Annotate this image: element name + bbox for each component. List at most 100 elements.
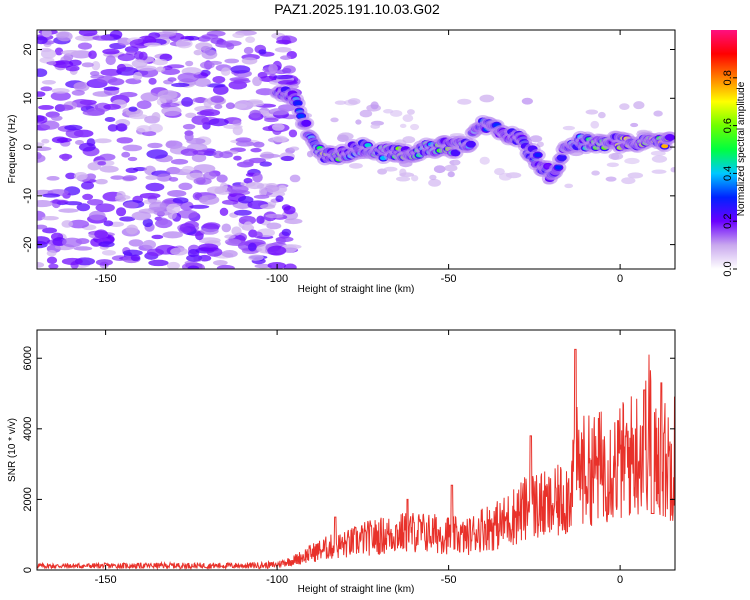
heatmap-cell <box>50 115 63 121</box>
heatmap-cell <box>554 165 562 170</box>
heatmap-cell <box>259 153 281 158</box>
heatmap-cell <box>78 30 98 37</box>
heatmap-cell <box>598 111 606 119</box>
heatmap-cell <box>95 259 113 266</box>
heatmap-cell <box>231 226 242 236</box>
heatmap-cell <box>185 60 194 67</box>
heatmap-cell <box>46 256 58 264</box>
heatmap-cell <box>355 119 362 125</box>
heatmap-cell <box>54 47 64 56</box>
heatmap-cell <box>61 153 70 162</box>
heatmap-cell <box>47 61 57 66</box>
heatmap-cell <box>157 89 178 100</box>
heatmap-cell <box>186 137 206 145</box>
heatmap-cell <box>402 114 414 123</box>
heatmap-cell <box>180 201 194 211</box>
heatmap-cell <box>50 91 71 101</box>
heatmap-cell <box>281 204 291 211</box>
heatmap-cell <box>219 182 228 192</box>
y-tick-label: 2000 <box>22 487 34 511</box>
heatmap-cell <box>410 123 420 131</box>
heatmap-cell <box>133 71 143 81</box>
y-tick-label: -10 <box>22 188 34 204</box>
heatmap-cell <box>161 68 181 75</box>
heatmap-cell <box>347 98 361 105</box>
heatmap-cell <box>661 143 669 149</box>
heatmap-cell <box>148 123 163 133</box>
heatmap-cell <box>99 165 119 173</box>
heatmap-cell <box>235 140 255 147</box>
heatmap-cell <box>202 222 221 230</box>
heatmap-cell <box>294 101 302 106</box>
snr-y-ticks: 0 2000 4000 6000 <box>22 346 675 573</box>
heatmap-cell <box>179 222 196 233</box>
heatmap-cell <box>184 35 200 41</box>
heatmap-cell <box>330 117 339 123</box>
heatmap-cell <box>230 65 251 74</box>
spectrogram-x-axis-label: Height of straight line (km) <box>298 284 415 295</box>
heatmap-cell <box>271 123 285 131</box>
heatmap-cell <box>223 124 243 129</box>
heatmap-cell <box>181 165 195 173</box>
heatmap-cell <box>157 217 169 226</box>
heatmap-cell <box>96 75 118 84</box>
heatmap-cell <box>123 201 139 209</box>
heatmap-cell <box>457 98 472 105</box>
heatmap-cell <box>264 117 279 123</box>
heatmap-cell <box>167 190 187 197</box>
heatmap-cell <box>275 69 288 75</box>
heatmap-cell <box>266 222 282 230</box>
heatmap-cell <box>75 35 96 42</box>
heatmap-cell <box>131 59 148 68</box>
snr-panel: -150 -100 -50 0 0 2000 4000 6000 Height of str… <box>7 329 676 595</box>
heatmap-cell <box>77 42 93 50</box>
heatmap-cell <box>73 82 87 90</box>
heatmap-cell <box>253 231 263 239</box>
heatmap-cell <box>194 77 211 88</box>
heatmap-cell <box>238 215 257 225</box>
heatmap-cell <box>268 108 289 116</box>
heatmap-cell <box>383 166 398 172</box>
heatmap-cell <box>125 167 139 174</box>
heatmap-cell <box>399 168 407 177</box>
y-tick-label: 0 <box>22 144 34 150</box>
heatmap-cell <box>279 55 292 60</box>
heatmap-cell <box>37 91 46 97</box>
heatmap-cell <box>198 194 220 205</box>
colorbar-label: Normalized spectral amplitude <box>736 81 747 216</box>
heatmap-cell <box>147 142 163 149</box>
y-tick-label: 20 <box>22 43 34 55</box>
heatmap-cell <box>151 111 161 122</box>
heatmap-cell <box>498 172 512 181</box>
heatmap-cell <box>46 176 60 181</box>
heatmap-cell <box>653 110 663 117</box>
heatmap-cell <box>447 171 455 178</box>
heatmap-cell <box>148 201 167 212</box>
heatmap-cell <box>116 207 127 217</box>
snr-x-ticks: -150 -100 -50 0 <box>95 330 623 586</box>
snr-y-axis-label: SNR (10 * v/v) <box>7 418 18 482</box>
heatmap-cell <box>74 140 85 145</box>
colorbar-tick-label: 0.4 <box>722 166 734 181</box>
heatmap-cell <box>399 123 407 128</box>
heatmap-cell <box>82 193 94 201</box>
heatmap-cell <box>129 39 150 49</box>
heatmap-cell <box>102 48 120 55</box>
heatmap-cell <box>275 39 292 45</box>
heatmap-cell <box>187 265 200 269</box>
heatmap-cell <box>56 137 72 143</box>
heatmap-cell <box>465 140 476 148</box>
heatmap-cell <box>178 182 193 191</box>
heatmap-cell <box>128 239 144 247</box>
heatmap-cell <box>40 86 53 92</box>
heatmap-cell <box>590 120 600 129</box>
heatmap-cell <box>237 196 254 204</box>
heatmap-cell <box>556 154 567 162</box>
heatmap-cell <box>650 150 666 156</box>
heatmap-cell <box>88 210 106 221</box>
heatmap-cell <box>37 236 50 245</box>
heatmap-cell <box>606 162 619 168</box>
heatmap-cell <box>273 74 294 80</box>
spectrogram-frame <box>36 29 676 270</box>
